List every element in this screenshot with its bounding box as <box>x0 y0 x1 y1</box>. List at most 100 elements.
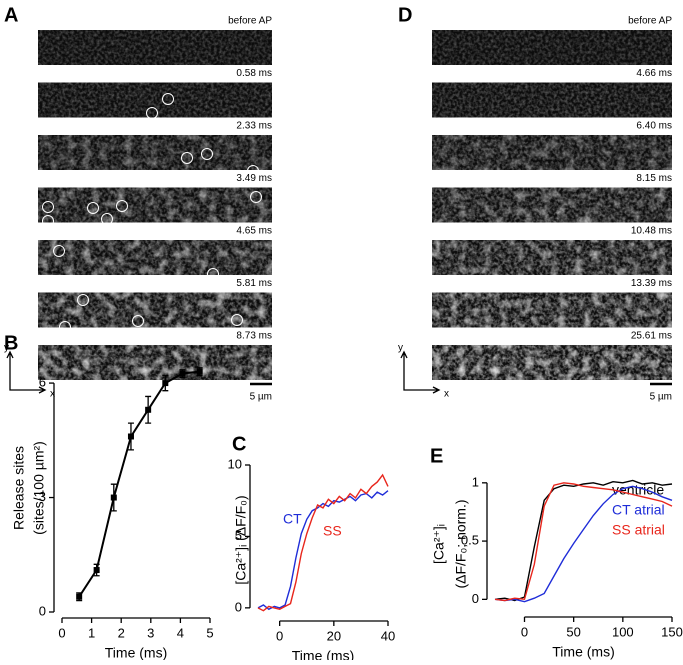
image-sparks <box>432 135 672 170</box>
frame-time: before AP <box>228 16 272 27</box>
frame-time: 13.39 ms <box>631 278 672 289</box>
y-tick-label: 0.5 <box>461 533 479 548</box>
y-tick-label: 0 <box>472 591 479 606</box>
x-tick-label: 5 <box>206 625 213 640</box>
image-sparks <box>38 240 272 275</box>
scale-label: 5 µm <box>650 392 672 403</box>
image-sparks <box>432 187 672 223</box>
axis-y-label: y <box>4 343 9 354</box>
release-site <box>116 200 128 212</box>
axis-x-label: x <box>444 389 449 400</box>
x-tick-label: 150 <box>661 624 683 639</box>
frame-time: 0.58 ms <box>236 68 272 79</box>
frame-time: 6.40 ms <box>636 121 672 132</box>
image-noise <box>432 82 672 118</box>
frame-time: 8.73 ms <box>236 331 272 342</box>
image-sparks <box>38 345 272 380</box>
release-site <box>53 245 65 257</box>
data-line <box>78 370 200 598</box>
y-axis-label: (ΔF/F₀; norm.) <box>453 499 469 588</box>
y-tick-label: 3 <box>39 489 46 504</box>
frame-time: 3.49 ms <box>236 173 272 184</box>
x-tick-label: 0 <box>58 625 65 640</box>
series-label: SS <box>323 523 342 539</box>
point <box>196 368 203 375</box>
y-axis-label: [Ca²⁺]ᵢ (ΔF/F₀) <box>233 495 249 584</box>
release-site <box>42 201 54 213</box>
y-tick-label: 1 <box>472 474 479 489</box>
point <box>162 380 169 387</box>
frame-time: 8.15 ms <box>636 173 672 184</box>
x-tick-label: 2 <box>118 625 125 640</box>
frame-time: 4.66 ms <box>636 68 672 79</box>
x-tick-label: 40 <box>381 628 395 643</box>
release-site <box>181 152 193 164</box>
axis-y-label: y <box>398 343 403 354</box>
data-line <box>494 485 673 603</box>
release-site <box>59 321 71 333</box>
panel-letter: C <box>232 433 246 455</box>
image-sparks <box>38 187 272 223</box>
frame-time: 2.33 ms <box>236 121 272 132</box>
frame-time: 10.48 ms <box>631 226 672 237</box>
axis-arrows <box>6 350 47 394</box>
image-sparks <box>38 135 272 170</box>
point <box>145 406 152 413</box>
axis-arrows <box>400 350 441 394</box>
release-site <box>207 268 219 280</box>
x-axis-label: Time (ms) <box>105 645 167 660</box>
x-tick-label: 100 <box>612 624 634 639</box>
series-label: CT <box>283 511 302 527</box>
x-axis-label: Time (ms) <box>292 648 354 660</box>
release-site <box>231 314 243 326</box>
axis-x-label: x <box>50 389 55 400</box>
point <box>179 370 186 377</box>
x-tick-label: 1 <box>88 625 95 640</box>
frame-time: 25.61 ms <box>631 331 672 342</box>
release-site <box>162 93 174 105</box>
frame-time: 4.65 ms <box>236 226 272 237</box>
image-sparks <box>432 240 672 275</box>
panel-letter: E <box>430 445 443 467</box>
y-axis-label: [Ca²⁺]ᵢ <box>431 524 447 564</box>
release-site <box>201 148 213 160</box>
x-tick-label: 3 <box>147 625 154 640</box>
release-site <box>101 213 113 225</box>
y-tick-label: 0 <box>235 599 242 614</box>
image-sparks <box>432 292 672 328</box>
release-site <box>132 315 144 327</box>
x-tick-label: 50 <box>566 624 580 639</box>
image-noise <box>38 30 272 65</box>
y-tick-label: 10 <box>228 456 242 471</box>
release-site <box>77 294 89 306</box>
data-line <box>257 473 389 612</box>
release-site <box>146 107 158 119</box>
release-site <box>250 191 262 203</box>
y-tick-label: 0 <box>39 603 46 618</box>
image-noise <box>432 30 672 65</box>
release-site <box>247 165 259 177</box>
series-label: SS atrial <box>612 522 665 538</box>
release-site <box>42 215 54 227</box>
release-site <box>87 202 99 214</box>
y-tick-label: 6 <box>39 375 46 390</box>
image-sparks <box>38 292 272 328</box>
data-line <box>494 482 673 602</box>
x-tick-label: 0 <box>276 628 283 643</box>
y-tick-label: 5 <box>235 528 242 543</box>
data-line <box>494 479 673 602</box>
panel-letter: D <box>398 4 412 26</box>
panel-letter: A <box>4 4 18 26</box>
image-sparks <box>432 345 672 380</box>
panel-letter: B <box>4 332 18 354</box>
x-axis-label: Time (ms) <box>552 644 614 660</box>
y-axis-label: (sites/100 µm²) <box>31 441 47 535</box>
point <box>110 494 117 501</box>
frame-time: 5.81 ms <box>236 278 272 289</box>
x-tick-label: 0 <box>521 624 528 639</box>
point <box>93 567 100 574</box>
series-label: ventricle <box>612 482 664 498</box>
image-noise <box>38 82 272 118</box>
scale-label: 5 µm <box>250 392 272 403</box>
